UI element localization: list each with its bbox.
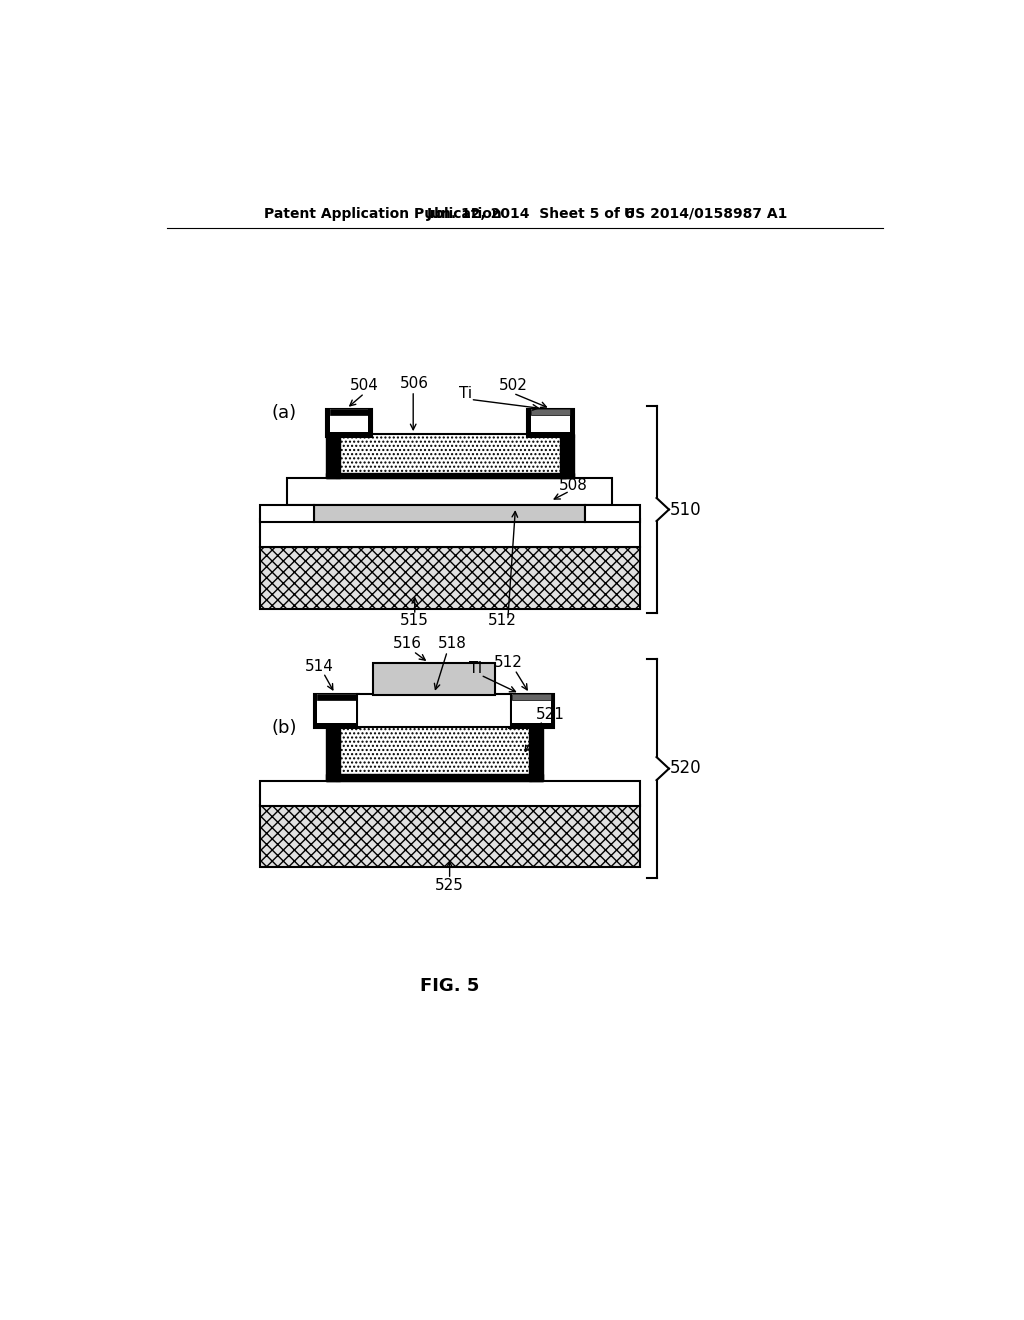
Bar: [287, 478, 612, 506]
Bar: [337, 725, 531, 780]
Text: 520: 520: [670, 759, 701, 777]
Bar: [373, 663, 496, 696]
Bar: [527, 409, 573, 437]
Text: 504: 504: [350, 378, 379, 393]
Bar: [531, 409, 569, 414]
Bar: [314, 506, 586, 521]
Bar: [531, 409, 569, 432]
Bar: [326, 409, 372, 437]
Text: 514: 514: [305, 659, 334, 675]
Text: 506: 506: [400, 376, 429, 391]
Text: Patent Application Publication: Patent Application Publication: [263, 207, 502, 220]
Bar: [560, 434, 573, 478]
Bar: [260, 805, 640, 867]
Bar: [260, 780, 640, 807]
Text: 518: 518: [437, 636, 466, 651]
Bar: [326, 473, 573, 478]
Bar: [326, 434, 340, 478]
Text: 508: 508: [559, 478, 588, 494]
Bar: [337, 434, 562, 478]
Text: Ti: Ti: [459, 385, 472, 401]
Bar: [529, 725, 544, 780]
Bar: [357, 693, 511, 726]
Bar: [260, 519, 640, 548]
Text: 516: 516: [392, 636, 422, 651]
Bar: [512, 693, 551, 700]
Bar: [512, 693, 551, 723]
Bar: [260, 548, 640, 609]
Text: 502: 502: [499, 378, 527, 393]
Text: 512: 512: [487, 612, 517, 628]
Bar: [326, 775, 544, 780]
Text: (a): (a): [271, 404, 297, 421]
Bar: [317, 693, 356, 723]
Text: FIG. 5: FIG. 5: [420, 977, 479, 995]
Bar: [260, 506, 314, 521]
Text: US 2014/0158987 A1: US 2014/0158987 A1: [624, 207, 787, 220]
Bar: [330, 409, 369, 432]
Text: 515: 515: [400, 612, 429, 628]
Bar: [330, 409, 369, 414]
Text: 510: 510: [670, 500, 701, 519]
Bar: [509, 693, 554, 729]
Text: 512: 512: [495, 655, 523, 671]
Bar: [586, 506, 640, 521]
Bar: [326, 725, 340, 780]
Text: Jun. 12, 2014  Sheet 5 of 6: Jun. 12, 2014 Sheet 5 of 6: [426, 207, 635, 220]
Text: (b): (b): [271, 719, 297, 737]
Bar: [317, 693, 356, 700]
Text: 525: 525: [435, 878, 464, 892]
Text: Ti: Ti: [469, 660, 481, 676]
Text: 521: 521: [536, 706, 565, 722]
Bar: [314, 693, 359, 729]
